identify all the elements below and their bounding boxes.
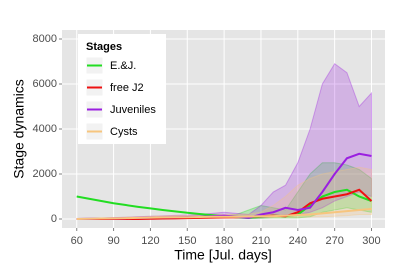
x-tick-label: 120: [141, 235, 159, 247]
x-tick-label: 240: [289, 235, 307, 247]
x-tick-label: 90: [107, 235, 119, 247]
legend-title: Stages: [86, 41, 122, 53]
y-axis-title: Stage dynamics: [11, 79, 27, 179]
y-tick-label: 8000: [33, 33, 57, 45]
x-tick-label: 150: [178, 235, 196, 247]
legend-label: free J2: [110, 82, 144, 94]
x-tick-label: 180: [215, 235, 233, 247]
legend-label: E.&J.: [110, 60, 136, 72]
x-axis-title: Time [Jul. days]: [174, 247, 272, 263]
series-line: [76, 207, 372, 220]
y-tick-label: 2000: [33, 168, 57, 180]
x-tick-label: 300: [362, 235, 380, 247]
legend: Stages E.&J. free J2 Juveniles Cysts: [78, 34, 166, 144]
x-tick-label: 60: [71, 235, 83, 247]
y-tick-label: 0: [51, 213, 57, 225]
legend-label: Cysts: [110, 126, 138, 138]
y-tick-label: 4000: [33, 123, 57, 135]
x-tick-label: 270: [325, 235, 343, 247]
legend-label: Juveniles: [110, 104, 156, 116]
y-tick-label: 6000: [33, 78, 57, 90]
x-tick-label: 210: [252, 235, 270, 247]
